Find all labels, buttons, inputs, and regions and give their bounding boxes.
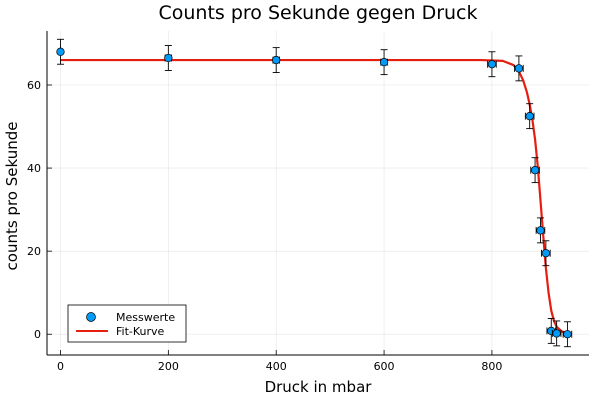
data-point [562,321,573,348]
data-point-marker [379,58,389,67]
y-tick-label: 0 [34,328,41,341]
legend: Messwerte Fit-Kurve [67,304,187,343]
data-point [535,217,546,244]
data-point-marker [56,47,65,56]
data-point [524,103,535,130]
x-tick-label: 600 [374,360,395,373]
chart-title: Counts pro Sekunde gegen Druck [158,2,477,24]
x-tick-label: 800 [481,360,502,373]
data-point-marker [530,166,540,175]
x-tick-label: 400 [266,360,287,373]
data-point [514,55,524,82]
data-point [530,157,540,184]
data-point-marker [563,330,572,339]
x-axis-label: Druck in mbar [265,378,373,396]
fit-curve-line [60,58,568,335]
data-point-marker [487,60,497,69]
fit-curve [60,58,568,335]
y-tick-label: 40 [27,162,41,175]
data-point [541,240,551,267]
legend-label-messwerte: Messwerte [116,311,175,324]
data-point [487,51,497,78]
data-point [164,45,173,71]
data-point [56,38,65,65]
x-tick-label: 200 [158,360,179,373]
y-tick-label: 20 [27,245,41,258]
data-point [551,320,562,347]
data-point-marker [514,64,524,73]
y-axis-ticks: 0 20 40 60 [27,79,52,341]
x-tick-label: 0 [57,360,64,373]
y-tick-label: 60 [27,79,41,92]
data-point [272,47,281,73]
grid [47,31,589,355]
y-axis-label: counts pro Sekunde [3,122,21,271]
data-point-marker [552,329,561,338]
data-point-marker [536,226,545,235]
legend-marker-messwerte [86,312,96,322]
legend-box [67,304,187,343]
data-point-marker [541,249,551,258]
x-axis-ticks: 0 200 400 600 800 [57,350,502,373]
data-point [379,49,389,76]
legend-label-fit-kurve: Fit-Kurve [116,325,165,338]
data-points [56,38,573,348]
data-point-marker [164,53,173,63]
data-point-marker [272,55,281,65]
data-point-marker [525,112,534,121]
